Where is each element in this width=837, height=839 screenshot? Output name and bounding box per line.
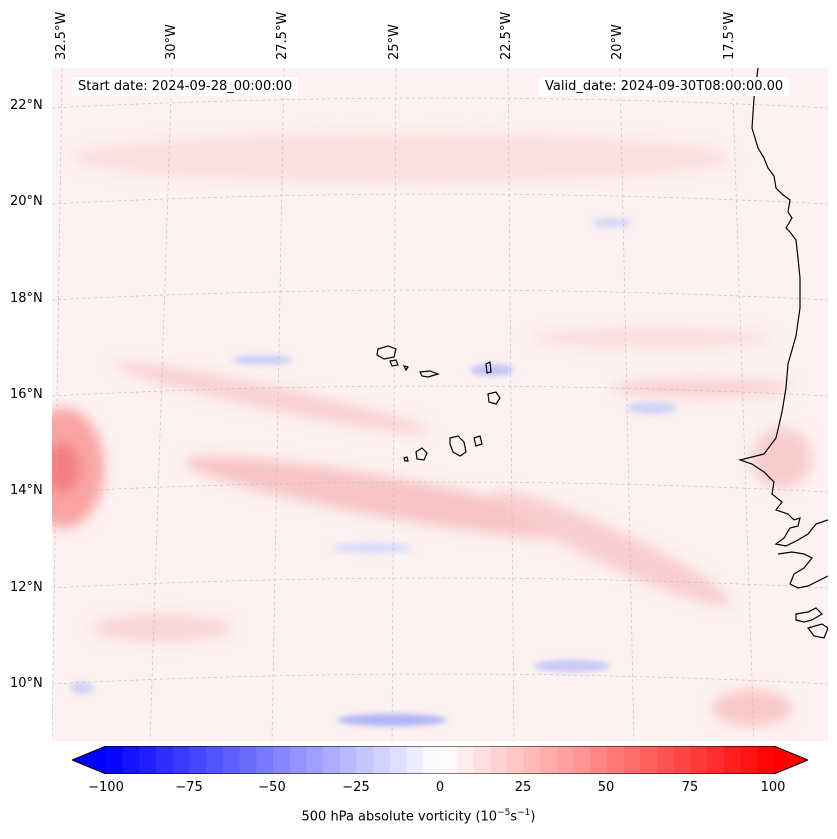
graticule <box>52 68 828 741</box>
colorbar-tick-25: 25 <box>514 780 532 795</box>
colorbar-segment <box>707 746 725 774</box>
colorbar-segment <box>389 746 408 774</box>
colorbar-segment <box>373 746 391 774</box>
colorbar-low-extend <box>72 746 106 774</box>
lon-label-22-5w: 22.5°W <box>499 11 514 60</box>
african-coastline <box>737 68 828 547</box>
colorbar-segment <box>172 746 190 774</box>
colorbar-segment <box>156 746 174 774</box>
colorbar-segment <box>423 746 441 774</box>
negative-vorticity-field <box>70 218 677 726</box>
colorbar-segment <box>757 746 775 774</box>
colorbar-segment <box>406 746 424 774</box>
lon-label-17-5w: 17.5°W <box>722 11 737 60</box>
colorbar-segment <box>506 746 524 774</box>
colorbar-segment <box>289 746 307 774</box>
colorbar-label: 500 hPa absolute vorticity (10−5s−1) <box>0 808 837 824</box>
colorbar-segment <box>356 746 374 774</box>
lat-label-20n: 20°N <box>10 194 43 209</box>
colorbar-segment <box>673 746 691 774</box>
cape-verde-islands <box>376 345 501 462</box>
colorbar-segment <box>523 746 541 774</box>
colorbar-segment <box>239 746 257 774</box>
colorbar-segment <box>306 746 324 774</box>
colorbar-segment <box>273 746 291 774</box>
colorbar-segment <box>640 746 658 774</box>
colorbar-label-exp2: −1 <box>517 808 531 818</box>
lon-label-25w: 25°W <box>387 24 402 60</box>
colorbar-segment <box>723 746 742 774</box>
colorbar-segment <box>222 746 241 774</box>
colorbar-segment <box>740 746 758 774</box>
colorbar-segment <box>590 746 608 774</box>
colorbar-label-text: 500 hPa absolute vorticity (10 <box>301 809 498 825</box>
vorticity-colorbar <box>72 746 808 774</box>
positive-vorticity-field <box>52 133 812 726</box>
vorticity-map <box>52 68 828 741</box>
colorbar-tick-50: 50 <box>597 780 615 795</box>
lat-label-18n: 18°N <box>10 291 43 306</box>
guinea-coast <box>795 607 828 639</box>
colorbar-segment <box>690 746 708 774</box>
colorbar-segment <box>206 746 224 774</box>
colorbar-segment <box>122 746 140 774</box>
colorbar-segment <box>440 746 458 774</box>
colorbar-tick-0: 0 <box>435 780 445 795</box>
colorbar-segment <box>189 746 207 774</box>
colorbar-tick-minus-25: −25 <box>342 780 370 795</box>
colorbar-segment <box>540 746 558 774</box>
lat-label-14n: 14°N <box>10 483 43 498</box>
lat-label-12n: 12°N <box>10 580 43 595</box>
colorbar-segment <box>657 746 675 774</box>
colorbar-tick-75: 75 <box>681 780 699 795</box>
colorbar-label-close: ) <box>530 809 536 825</box>
colorbar-segment <box>573 746 591 774</box>
colorbar-segment <box>323 746 341 774</box>
colorbar-segment <box>607 746 625 774</box>
lat-label-10n: 10°N <box>10 676 43 691</box>
colorbar-label-unit: s <box>510 809 518 825</box>
colorbar-segment <box>139 746 157 774</box>
colorbar-segment <box>256 746 274 774</box>
lat-label-16n: 16°N <box>10 387 43 402</box>
start-date-label: Start date: 2024-09-28_00:00:00 <box>72 77 299 96</box>
valid-date-label: Valid_date: 2024-09-30T08:00:00.00 <box>539 77 790 96</box>
lon-label-20w: 20°W <box>610 24 625 60</box>
colorbar-tick-100: 100 <box>760 780 786 795</box>
gambia-coast <box>777 551 828 589</box>
colorbar-high-extend <box>774 746 808 774</box>
lat-label-22n: 22°N <box>10 98 43 113</box>
colorbar-segment <box>456 746 474 774</box>
colorbar-tick-minus-50: −50 <box>258 780 286 795</box>
colorbar-segment <box>490 746 508 774</box>
colorbar-segment <box>473 746 491 774</box>
colorbar-segment <box>339 746 357 774</box>
colorbar-segment <box>556 746 575 774</box>
lon-label-32-5w: 32.5°W <box>54 11 69 60</box>
colorbar-tick-minus-100: −100 <box>88 780 124 795</box>
lon-label-30w: 30°W <box>164 24 179 60</box>
colorbar-segment <box>106 746 124 774</box>
colorbar-tick-minus-75: −75 <box>175 780 203 795</box>
colorbar-segment <box>623 746 641 774</box>
map-canvas <box>52 68 828 741</box>
lon-label-27-5w: 27.5°W <box>275 11 290 60</box>
colorbar-label-exp1: −5 <box>497 808 511 818</box>
